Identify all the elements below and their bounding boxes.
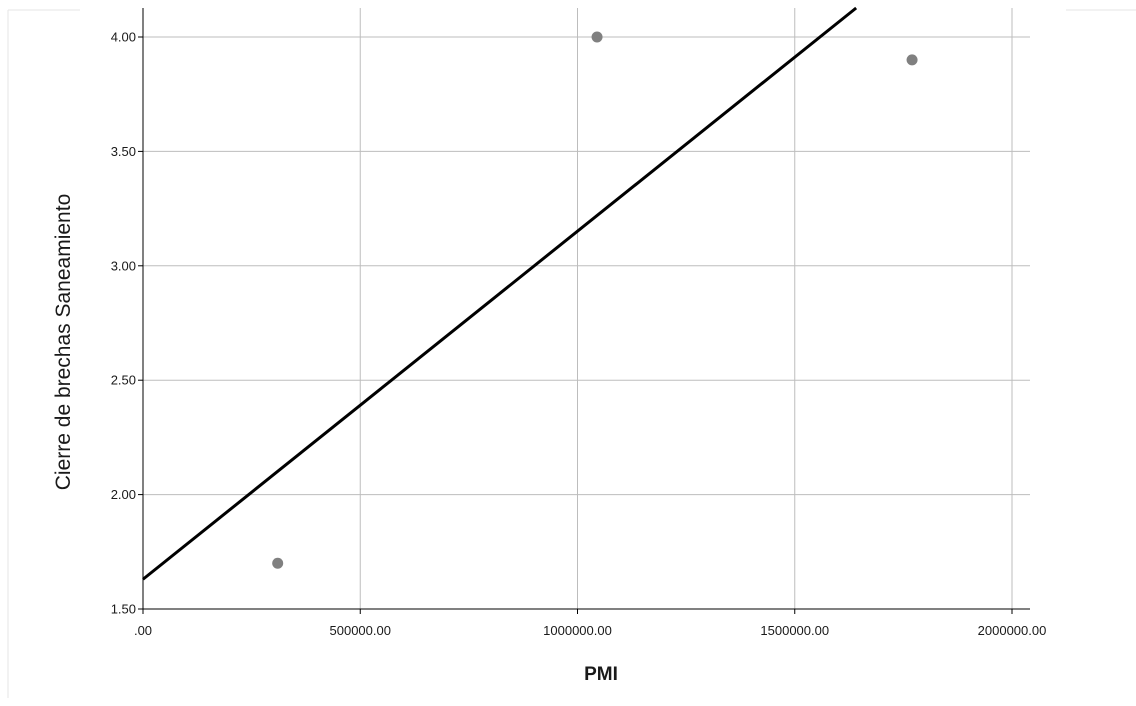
fit-line-group [142, 6, 858, 581]
fit-line [142, 6, 858, 581]
x-tick-label: 500000.00 [330, 623, 391, 638]
data-points [272, 31, 918, 569]
y-axis-title: Cierre de brechas Saneamiento [52, 194, 75, 491]
y-tick-label: 3.00 [111, 258, 136, 273]
y-tick-label: 3.50 [111, 144, 136, 159]
y-tick-label: 1.50 [111, 602, 136, 617]
x-tick-label: .00 [134, 623, 152, 638]
data-point [591, 31, 603, 43]
data-point [906, 54, 918, 66]
data-point [272, 557, 284, 569]
x-axis-title: PMI [584, 664, 618, 685]
gridlines [143, 8, 1030, 609]
tick-labels: .00 500000.00 1000000.00 1500000.00 2000000.… [111, 30, 1047, 639]
y-tick-label: 2.50 [111, 373, 136, 388]
y-tick-label: 2.00 [111, 487, 136, 502]
outer-frame [7, 9, 1136, 698]
x-tick-label: 1500000.00 [760, 623, 829, 638]
y-tick-label: 4.00 [111, 30, 136, 45]
axes [138, 8, 1030, 614]
x-tick-label: 1000000.00 [543, 623, 612, 638]
x-tick-label: 2000000.00 [978, 623, 1047, 638]
